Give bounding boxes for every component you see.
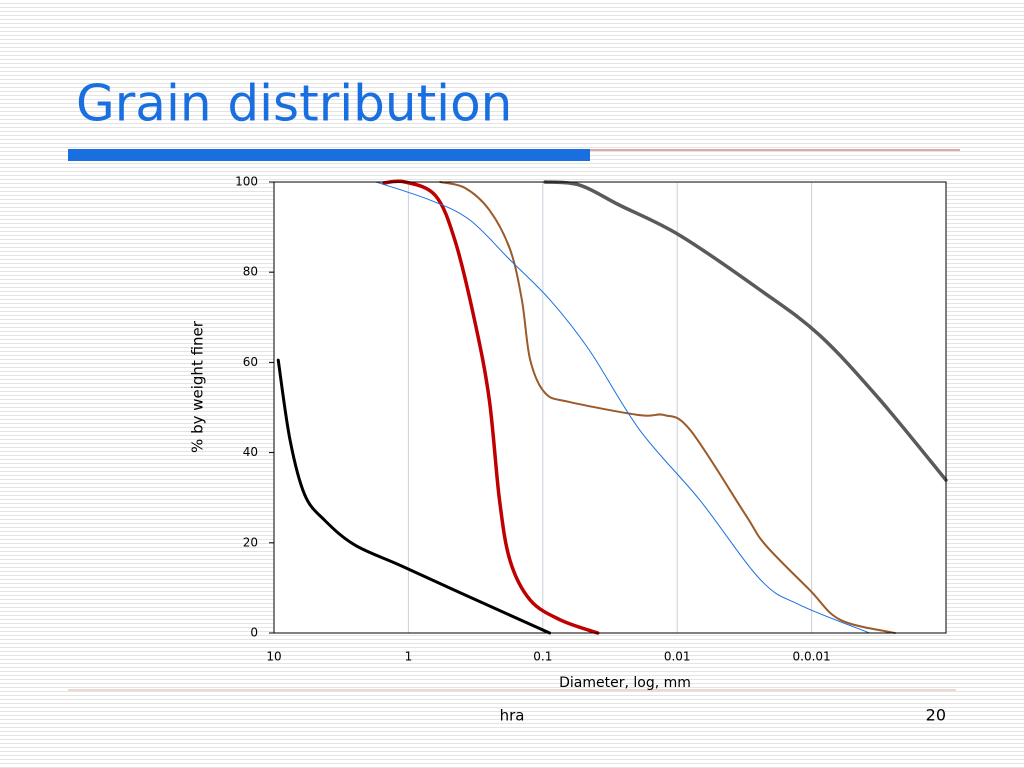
y-tick-label: 80 bbox=[243, 265, 258, 279]
x-tick-label: 0.0.01 bbox=[793, 650, 831, 664]
slide-title: Grain distribution bbox=[76, 75, 512, 133]
y-tick-label: 20 bbox=[243, 535, 258, 549]
x-tick-label: 10 bbox=[266, 650, 281, 664]
plot-frame bbox=[273, 181, 947, 634]
y-tick-label: 60 bbox=[243, 355, 258, 369]
series-group bbox=[276, 179, 948, 635]
x-tick-label: 0.01 bbox=[664, 650, 691, 664]
plot-area bbox=[274, 182, 946, 633]
x-tick-label: 0.1 bbox=[533, 650, 552, 664]
page-number: 20 bbox=[926, 706, 946, 725]
footer-text: hra bbox=[500, 707, 525, 725]
series-line bbox=[382, 179, 600, 635]
y-axis-label: % by weight finer bbox=[189, 320, 207, 453]
y-tick-label: 40 bbox=[243, 445, 258, 459]
y-tick-label: 0 bbox=[250, 626, 258, 640]
y-tick-label: 100 bbox=[235, 175, 258, 189]
series-line bbox=[439, 181, 896, 634]
x-tick-label: 1 bbox=[405, 650, 413, 664]
x-axis-label: Diameter, log, mm bbox=[559, 675, 691, 691]
series-line bbox=[276, 358, 552, 635]
series-line bbox=[375, 181, 871, 634]
series-line bbox=[543, 180, 948, 482]
title-bar bbox=[68, 149, 590, 161]
